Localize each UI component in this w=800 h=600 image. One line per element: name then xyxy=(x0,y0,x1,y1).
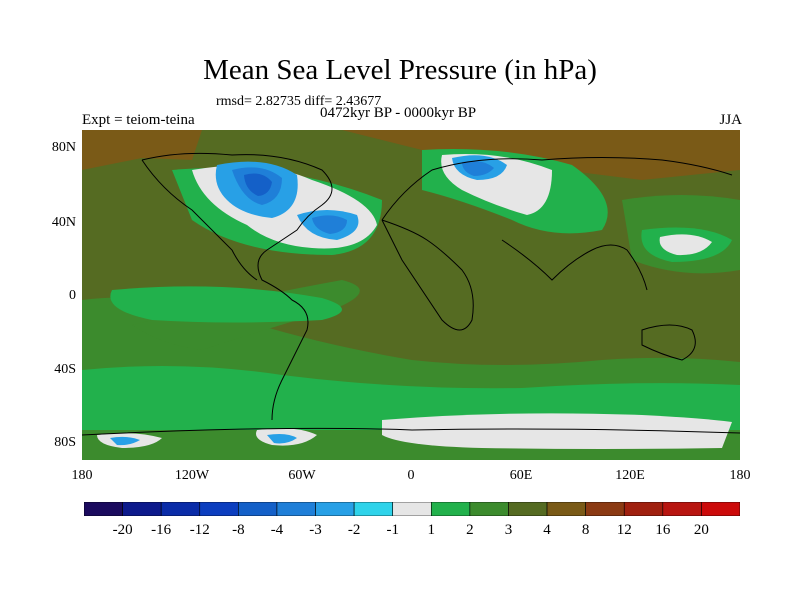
colorbar-swatch xyxy=(315,502,355,516)
colorbar-swatch xyxy=(238,502,278,516)
experiment-label: Expt = teiom-teina xyxy=(82,112,195,128)
colorbar-label: -8 xyxy=(232,522,245,538)
lat-tick-40n: 40N xyxy=(51,215,76,230)
colorbar-label: 8 xyxy=(581,522,590,538)
colorbar-label: -20 xyxy=(112,522,133,538)
colorbar-swatch xyxy=(430,502,471,516)
lat-tick-0: 0 xyxy=(69,288,76,303)
colorbar xyxy=(84,502,740,516)
colorbar-swatch xyxy=(353,502,394,516)
colorbar-label: -1 xyxy=(386,522,399,538)
colorbar-swatch xyxy=(392,502,432,516)
colorbar-label: 20 xyxy=(693,522,709,538)
colorbar-label: -4 xyxy=(270,522,284,538)
colorbar-label: -3 xyxy=(309,522,322,538)
colorbar-swatch xyxy=(662,502,702,516)
colorbar-swatch xyxy=(276,502,316,516)
period-label: 0472kyr BP - 0000kyr BP xyxy=(320,105,477,121)
colorbar-swatch xyxy=(84,502,123,516)
lon-tick-180w: 180 xyxy=(71,468,93,483)
colorbar-label: 1 xyxy=(427,522,436,538)
colorbar-swatch xyxy=(469,502,509,516)
colorbar-label: -16 xyxy=(151,522,172,538)
colorbar-swatch xyxy=(199,502,239,516)
lat-tick-80n: 80N xyxy=(51,140,76,155)
stats-label: rmsd= 2.82735 diff= 2.43677 xyxy=(216,94,382,109)
lon-tick-60e: 60E xyxy=(509,468,533,483)
colorbar-swatch xyxy=(701,502,740,516)
lon-tick-60w: 60W xyxy=(288,468,316,483)
colorbar-label: 4 xyxy=(543,522,551,538)
lon-tick-120w: 120W xyxy=(174,468,210,483)
colorbar-label: 2 xyxy=(466,522,474,538)
season-label: JJA xyxy=(719,112,742,128)
colorbar-swatch xyxy=(508,502,548,516)
colorbar-swatch xyxy=(122,502,162,516)
blue-regions xyxy=(110,155,507,446)
colorbar-label: -2 xyxy=(347,522,361,538)
map-title: Mean Sea Level Pressure (in hPa) xyxy=(203,54,597,86)
lon-tick-120e: 120E xyxy=(615,468,645,483)
colorbar-swatch xyxy=(623,502,664,516)
lat-tick-80s: 80S xyxy=(54,435,76,450)
colorbar-label: -12 xyxy=(189,522,210,538)
colorbar-label: 12 xyxy=(616,522,632,538)
lon-tick-0: 0 xyxy=(407,468,415,483)
colorbar-label: 3 xyxy=(504,522,513,538)
colorbar-swatch xyxy=(160,502,201,516)
lat-tick-40s: 40S xyxy=(54,362,76,377)
colorbar-swatch xyxy=(585,502,625,516)
pressure-map xyxy=(82,130,740,460)
colorbar-swatch xyxy=(546,502,586,516)
colorbar-label: 16 xyxy=(655,522,671,538)
coastlines xyxy=(82,152,740,436)
lon-tick-180e: 180 xyxy=(729,468,751,483)
